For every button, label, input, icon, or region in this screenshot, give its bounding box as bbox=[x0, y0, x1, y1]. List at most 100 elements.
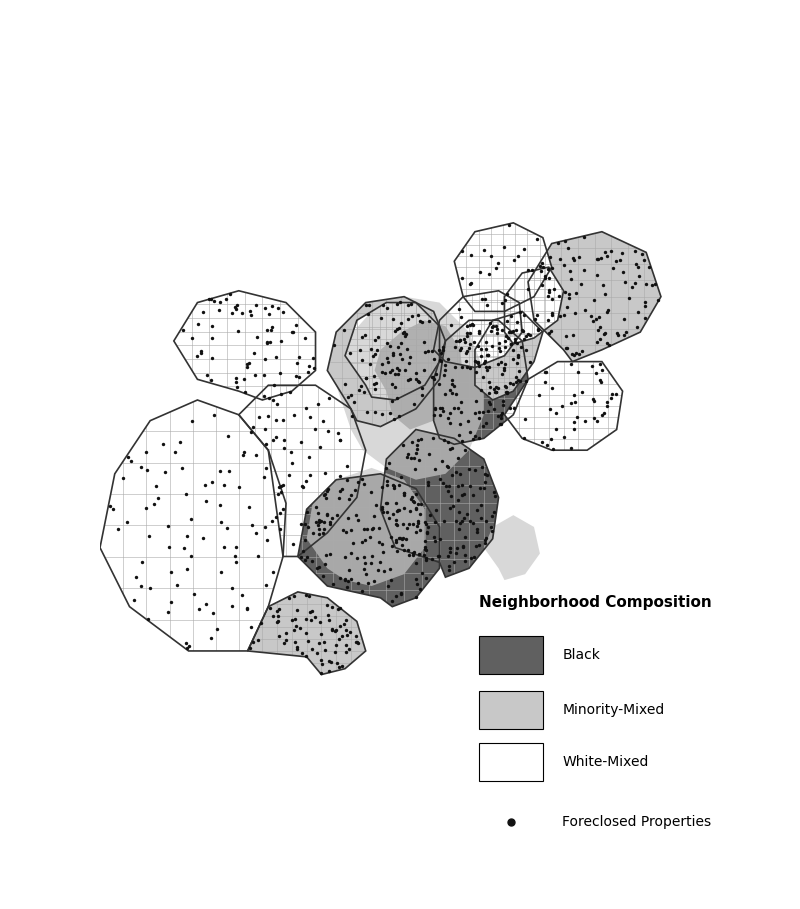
Point bbox=[601, 399, 614, 414]
Text: Neighborhood Composition: Neighborhood Composition bbox=[479, 595, 712, 611]
Point bbox=[274, 505, 286, 520]
Point bbox=[340, 638, 353, 653]
Point bbox=[454, 417, 466, 432]
Point bbox=[334, 571, 346, 585]
Point bbox=[410, 486, 422, 501]
Point bbox=[410, 524, 422, 539]
Point bbox=[462, 341, 475, 355]
Point bbox=[538, 365, 551, 379]
Point bbox=[299, 587, 312, 602]
Point bbox=[410, 365, 423, 380]
Point bbox=[299, 331, 312, 345]
Point bbox=[467, 335, 480, 349]
Point bbox=[470, 522, 483, 536]
Point bbox=[490, 319, 502, 334]
Point bbox=[230, 375, 242, 389]
Point bbox=[429, 514, 442, 529]
Point bbox=[376, 480, 389, 494]
Point bbox=[586, 315, 599, 329]
Point bbox=[333, 490, 346, 504]
Point bbox=[470, 524, 483, 539]
Point bbox=[356, 584, 369, 598]
Point bbox=[218, 540, 230, 554]
Point bbox=[290, 618, 302, 633]
Polygon shape bbox=[336, 296, 484, 480]
Text: Black: Black bbox=[562, 648, 600, 663]
Point bbox=[353, 383, 366, 397]
Point bbox=[366, 549, 378, 564]
Point bbox=[360, 371, 373, 385]
Point bbox=[399, 328, 412, 343]
Point bbox=[450, 514, 463, 529]
Point bbox=[288, 588, 301, 603]
Point bbox=[352, 575, 365, 590]
Point bbox=[485, 520, 498, 534]
Point bbox=[567, 422, 580, 436]
Point bbox=[181, 641, 194, 655]
Point bbox=[250, 330, 263, 345]
Point bbox=[407, 517, 420, 532]
Point bbox=[388, 380, 401, 395]
Point bbox=[390, 534, 402, 549]
Point bbox=[458, 510, 470, 524]
Point bbox=[443, 415, 456, 430]
Point bbox=[566, 327, 579, 342]
Point bbox=[370, 376, 382, 391]
Point bbox=[348, 484, 361, 498]
Point bbox=[474, 349, 487, 364]
Point bbox=[339, 623, 352, 637]
Point bbox=[614, 252, 626, 266]
Point bbox=[564, 441, 577, 455]
Point bbox=[447, 555, 460, 570]
Point bbox=[233, 480, 246, 494]
Point bbox=[370, 497, 382, 512]
Point bbox=[422, 315, 435, 329]
Point bbox=[411, 518, 424, 533]
Point bbox=[336, 629, 349, 644]
Point bbox=[208, 294, 221, 308]
Point bbox=[452, 505, 465, 520]
Point bbox=[441, 548, 454, 563]
Point bbox=[461, 328, 474, 343]
Polygon shape bbox=[327, 296, 446, 426]
Point bbox=[274, 334, 287, 348]
Point bbox=[185, 331, 198, 345]
Point bbox=[453, 428, 466, 443]
Point bbox=[605, 386, 618, 401]
Point bbox=[390, 533, 402, 547]
Text: White-Mixed: White-Mixed bbox=[562, 754, 649, 769]
Point bbox=[502, 325, 515, 339]
Point bbox=[440, 459, 453, 474]
Point bbox=[411, 497, 424, 512]
Point bbox=[514, 374, 526, 388]
Point bbox=[422, 520, 435, 534]
Point bbox=[345, 523, 358, 537]
Point bbox=[261, 533, 274, 547]
Point bbox=[181, 528, 194, 543]
Point bbox=[458, 335, 471, 350]
Point bbox=[376, 406, 389, 421]
Point bbox=[390, 544, 403, 559]
Point bbox=[461, 360, 474, 375]
Point bbox=[490, 385, 502, 399]
Point bbox=[247, 346, 260, 361]
Point bbox=[360, 522, 373, 536]
Point bbox=[226, 580, 238, 594]
Point bbox=[299, 649, 312, 664]
Point bbox=[459, 547, 472, 562]
Point bbox=[463, 325, 476, 340]
Point bbox=[458, 487, 470, 502]
Point bbox=[279, 626, 292, 641]
Point bbox=[312, 527, 325, 542]
Point bbox=[524, 355, 537, 369]
Point bbox=[235, 587, 248, 602]
Point bbox=[542, 288, 554, 303]
Point bbox=[333, 659, 346, 674]
Point bbox=[472, 405, 485, 419]
Point bbox=[297, 480, 310, 494]
Point bbox=[258, 470, 270, 484]
Point bbox=[390, 504, 403, 518]
Point bbox=[509, 332, 522, 346]
Point bbox=[318, 466, 331, 481]
Point bbox=[414, 431, 427, 445]
